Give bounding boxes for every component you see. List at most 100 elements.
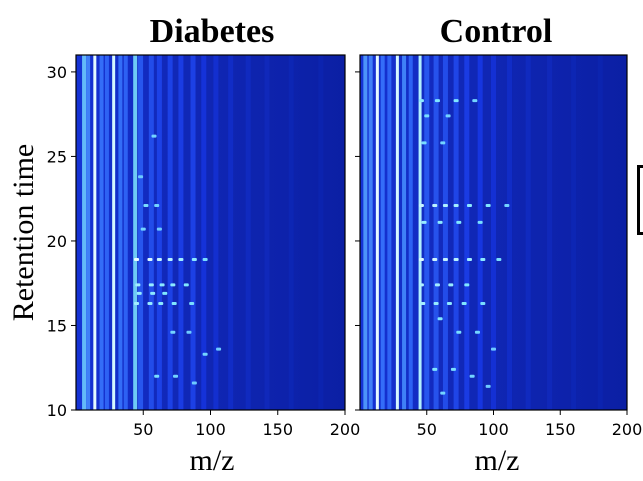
intensity-spot (421, 141, 427, 145)
intensity-spot (418, 258, 424, 262)
intensity-spot (170, 283, 176, 287)
mz-line (133, 55, 138, 410)
intensity-spot (135, 283, 141, 287)
intensity-spot (442, 203, 448, 207)
intensity-spot (448, 283, 454, 287)
intensity-spot (147, 258, 153, 262)
plot-background (76, 55, 345, 410)
mz-line (380, 55, 385, 410)
intensity-spot (186, 330, 192, 334)
intensity-spot (202, 258, 208, 262)
mz-line (112, 55, 116, 410)
intensity-spot (440, 141, 446, 145)
intensity-spot (437, 220, 443, 224)
y-tick-label: 15 (47, 316, 67, 335)
mz-line (190, 55, 196, 410)
x-tick-label: 100 (195, 420, 226, 439)
x-tick-label: 50 (417, 420, 437, 439)
intensity-spot (480, 302, 486, 305)
intensity-spot (138, 175, 144, 179)
mz-line (408, 55, 413, 410)
intensity-spot (433, 302, 439, 305)
intensity-spot (434, 99, 440, 103)
intensity-spot (418, 99, 424, 103)
intensity-spot (170, 330, 176, 334)
mz-line (491, 55, 496, 410)
mz-line (118, 55, 123, 410)
intensity-spot (442, 258, 448, 262)
mz-line (442, 55, 448, 410)
panel-title: Control (440, 13, 553, 50)
intensity-spot (440, 391, 446, 395)
intensity-spot (216, 347, 222, 351)
intensity-spot (466, 203, 472, 207)
intensity-spot (154, 374, 160, 378)
intensity-spot (446, 302, 452, 305)
intensity-spot (147, 302, 153, 305)
intensity-spot (148, 283, 154, 287)
mz-line (288, 55, 294, 410)
mz-line (375, 55, 379, 410)
intensity-spot (418, 203, 424, 207)
intensity-spot (189, 302, 195, 305)
intensity-spot (140, 227, 146, 231)
mz-line (453, 55, 459, 410)
intensity-spot (134, 258, 140, 262)
intensity-spot (504, 203, 510, 207)
intensity-spot (453, 99, 459, 103)
intensity-spot (143, 203, 149, 207)
mz-line (464, 55, 470, 410)
mz-line (138, 55, 144, 410)
x-tick-label: 150 (262, 420, 293, 439)
mz-line (104, 55, 109, 410)
x-tick-label: 100 (478, 420, 509, 439)
intensity-spot (445, 114, 451, 118)
intensity-spot (434, 283, 440, 287)
intensity-spot (474, 330, 480, 334)
intensity-spot (191, 258, 197, 262)
mz-line (264, 55, 270, 410)
intensity-spot (466, 258, 472, 262)
panel-title: Diabetes (150, 13, 275, 50)
mz-line (93, 55, 97, 410)
x-axis-label: m/z (475, 444, 520, 477)
intensity-spot (418, 283, 424, 287)
intensity-spot (420, 302, 426, 305)
intensity-spot (450, 367, 456, 371)
intensity-spot (134, 302, 140, 305)
intensity-spot (156, 227, 162, 231)
y-tick-label: 25 (47, 147, 67, 166)
intensity-spot (480, 258, 486, 262)
mz-line (368, 55, 373, 410)
mz-line (402, 55, 407, 410)
mz-line (167, 55, 173, 410)
mz-line (418, 55, 422, 410)
mz-line (525, 55, 531, 410)
intensity-spot (432, 258, 438, 262)
intensity-spot (485, 384, 491, 388)
intensity-spot (485, 203, 491, 207)
y-tick-label: 30 (47, 63, 67, 82)
intensity-spot (158, 302, 164, 305)
intensity-spot (453, 258, 459, 262)
mz-line (123, 55, 128, 410)
intensity-spot (461, 302, 467, 305)
mz-line (597, 55, 603, 410)
intensity-spot (136, 291, 142, 295)
mz-line (547, 55, 553, 410)
mz-line (245, 55, 251, 410)
intensity-spot (432, 367, 438, 371)
y-tick-label: 20 (47, 232, 67, 251)
mz-line (148, 55, 154, 410)
mz-line (178, 55, 184, 410)
y-axis-label: Retention time (7, 144, 40, 321)
mz-line (201, 55, 207, 410)
intensity-spot (173, 374, 179, 378)
intensity-spot (167, 258, 173, 262)
intensity-spot (472, 99, 478, 103)
x-tick-label: 150 (545, 420, 576, 439)
mz-line (571, 55, 577, 410)
intensity-spot (453, 203, 459, 207)
intensity-spot (421, 220, 427, 224)
